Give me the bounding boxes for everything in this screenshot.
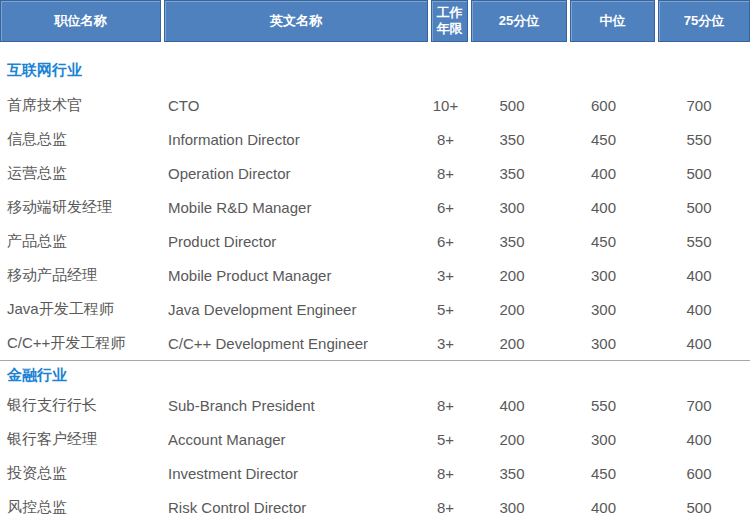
cell-position_en: CTO (164, 97, 428, 114)
cell-median: 400 (570, 165, 655, 182)
cell-position_cn: 银行客户经理 (0, 430, 161, 449)
cell-p25: 200 (471, 335, 567, 352)
cell-median: 300 (570, 335, 655, 352)
column-header-position-en: 英文名称 (164, 0, 428, 42)
cell-position_en: Sub-Branch President (164, 397, 428, 414)
table-body: 互联网行业首席技术官CTO10+500600700信息总监Information… (0, 42, 750, 524)
cell-p75: 600 (658, 465, 750, 482)
table-row: Java开发工程师Java Development Engineer5+2003… (0, 292, 750, 326)
cell-median: 300 (570, 301, 655, 318)
cell-years: 10+ (431, 97, 468, 114)
cell-median: 300 (570, 431, 655, 448)
cell-position_en: Product Director (164, 233, 428, 250)
table-row: 银行支行行长Sub-Branch President8+400550700 (0, 388, 750, 422)
cell-position_en: Mobile Product Manager (164, 267, 428, 284)
cell-position_en: Risk Control Director (164, 499, 428, 516)
table-header-row: 职位名称 英文名称 工作年限 25分位 中位 75分位 (0, 0, 750, 42)
cell-position_en: Mobile R&D Manager (164, 199, 428, 216)
cell-p75: 400 (658, 431, 750, 448)
cell-years: 6+ (431, 199, 468, 216)
cell-position_cn: Java开发工程师 (0, 300, 161, 319)
cell-p75: 500 (658, 199, 750, 216)
cell-p25: 300 (471, 499, 567, 516)
cell-p25: 200 (471, 301, 567, 318)
cell-median: 450 (570, 131, 655, 148)
cell-p75: 700 (658, 97, 750, 114)
cell-p25: 350 (471, 233, 567, 250)
cell-years: 8+ (431, 165, 468, 182)
cell-median: 400 (570, 199, 655, 216)
cell-position_en: Investment Director (164, 465, 428, 482)
cell-p25: 200 (471, 431, 567, 448)
cell-p25: 400 (471, 397, 567, 414)
salary-table-page: 职位名称 英文名称 工作年限 25分位 中位 75分位 互联网行业首席技术官CT… (0, 0, 750, 529)
cell-years: 8+ (431, 499, 468, 516)
cell-p25: 350 (471, 131, 567, 148)
cell-years: 5+ (431, 431, 468, 448)
table-row: 运营总监Operation Director8+350400500 (0, 156, 750, 190)
table-row: 投资总监Investment Director8+350450600 (0, 456, 750, 490)
table-row: 银行客户经理Account Manager5+200300400 (0, 422, 750, 456)
cell-p75: 400 (658, 335, 750, 352)
cell-p75: 500 (658, 499, 750, 516)
column-header-position-cn: 职位名称 (0, 0, 161, 42)
cell-median: 600 (570, 97, 655, 114)
cell-position_cn: C/C++开发工程师 (0, 334, 161, 353)
cell-years: 8+ (431, 465, 468, 482)
cell-p25: 500 (471, 97, 567, 114)
cell-p75: 400 (658, 301, 750, 318)
cell-position_cn: 投资总监 (0, 464, 161, 483)
section-title: 金融行业 (0, 360, 750, 388)
cell-position_cn: 银行支行行长 (0, 396, 161, 415)
table-row: 移动端研发经理Mobile R&D Manager6+300400500 (0, 190, 750, 224)
table-row: 首席技术官CTO10+500600700 (0, 88, 750, 122)
table-row: 风控总监Risk Control Director8+300400500 (0, 490, 750, 524)
cell-p75: 400 (658, 267, 750, 284)
column-header-p25: 25分位 (471, 0, 567, 42)
cell-p75: 700 (658, 397, 750, 414)
cell-position_cn: 移动产品经理 (0, 266, 161, 285)
cell-position_en: Information Director (164, 131, 428, 148)
cell-median: 550 (570, 397, 655, 414)
cell-years: 3+ (431, 335, 468, 352)
cell-p75: 550 (658, 233, 750, 250)
cell-p75: 500 (658, 165, 750, 182)
cell-position_en: Java Development Engineer (164, 301, 428, 318)
table-row: 信息总监Information Director8+350450550 (0, 122, 750, 156)
cell-p25: 200 (471, 267, 567, 284)
table-row: 产品总监Product Director6+350450550 (0, 224, 750, 258)
column-header-years: 工作年限 (431, 0, 468, 42)
cell-years: 6+ (431, 233, 468, 250)
cell-position_cn: 产品总监 (0, 232, 161, 251)
cell-position_cn: 风控总监 (0, 498, 161, 517)
cell-years: 8+ (431, 131, 468, 148)
cell-p75: 550 (658, 131, 750, 148)
cell-position_cn: 移动端研发经理 (0, 198, 161, 217)
cell-p25: 350 (471, 165, 567, 182)
cell-years: 8+ (431, 397, 468, 414)
cell-median: 450 (570, 233, 655, 250)
cell-years: 5+ (431, 301, 468, 318)
table-row: 移动产品经理Mobile Product Manager3+200300400 (0, 258, 750, 292)
cell-position_cn: 首席技术官 (0, 96, 161, 115)
cell-position_en: C/C++ Development Engineer (164, 335, 428, 352)
cell-position_cn: 运营总监 (0, 164, 161, 183)
cell-median: 300 (570, 267, 655, 284)
cell-position_en: Operation Director (164, 165, 428, 182)
table-row: C/C++开发工程师C/C++ Development Engineer3+20… (0, 326, 750, 360)
cell-median: 450 (570, 465, 655, 482)
cell-years: 3+ (431, 267, 468, 284)
column-header-p75: 75分位 (658, 0, 750, 42)
cell-p25: 300 (471, 199, 567, 216)
cell-median: 400 (570, 499, 655, 516)
cell-p25: 350 (471, 465, 567, 482)
column-header-median: 中位 (570, 0, 655, 42)
cell-position_en: Account Manager (164, 431, 428, 448)
cell-position_cn: 信息总监 (0, 130, 161, 149)
section-title: 互联网行业 (0, 42, 750, 88)
